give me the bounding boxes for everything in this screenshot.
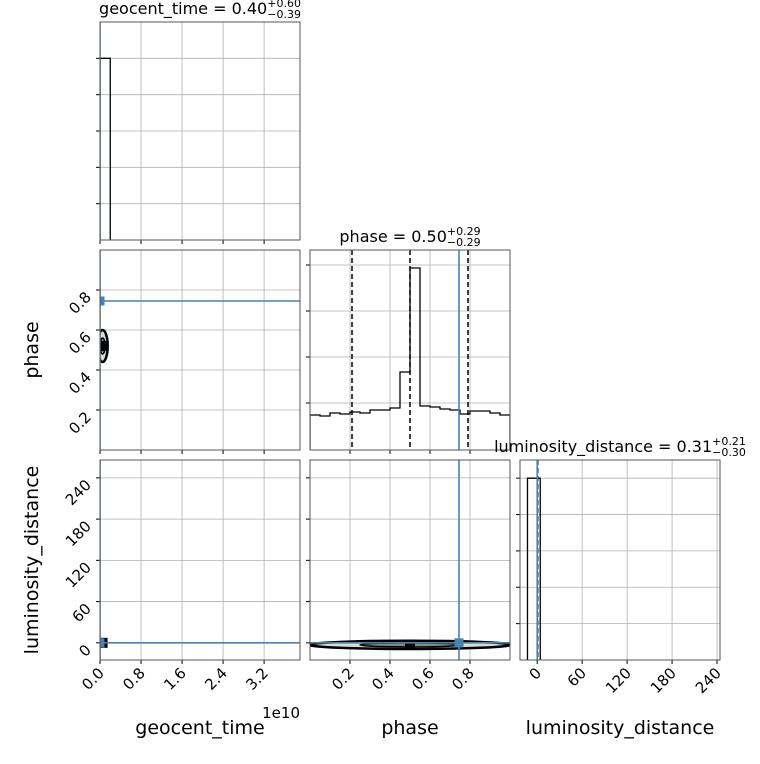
hist-bar (340, 414, 350, 450)
y-tick-label: 0.8 (65, 288, 95, 318)
panel-title: geocent_time = 0.40+0.60 −0.39 (99, 0, 301, 21)
hist-outline (100, 57, 111, 240)
x-tick-label: 0 (526, 664, 545, 683)
plot-area (526, 460, 541, 660)
panel-frame (99, 459, 301, 661)
hist-bar (330, 413, 340, 450)
panel-frame (309, 459, 511, 661)
panel: 0.0 0.8 1.6 2.4 3.2 0 60 120 180 240 (62, 459, 301, 694)
hist-outline (310, 267, 510, 450)
x-tick-label: 1.6 (160, 664, 190, 694)
title-sub: −0.29 (447, 236, 481, 249)
y-tick-label: 180 (62, 517, 95, 550)
hist-bar (430, 407, 440, 450)
hist-bar (470, 411, 480, 450)
hist-bar (390, 408, 400, 450)
y-tick-label: 60 (69, 600, 95, 626)
x-tick-label: 120 (602, 664, 635, 697)
x-tick-label: 0.8 (448, 664, 478, 694)
hist-bar (360, 413, 370, 450)
panel-frame (309, 249, 511, 451)
density-peak (100, 341, 108, 351)
hist-bar (370, 410, 380, 450)
y-tick-label: 0 (75, 641, 94, 660)
hist-bar (400, 372, 410, 450)
title-main: geocent_time = 0.40 (99, 0, 267, 19)
truth-marker (100, 296, 105, 306)
title-main: luminosity_distance = 0.31 (494, 437, 712, 457)
x-tick-label: 0.2 (328, 664, 358, 694)
y-tick-label: 0.2 (65, 408, 95, 438)
x-axis-label: phase (381, 717, 438, 739)
y-axis-label: luminosity_distance (21, 466, 43, 655)
y-tick-label: 120 (62, 558, 95, 591)
x-tick-label: 60 (564, 664, 590, 690)
x-tick-label: 0.8 (119, 664, 149, 694)
panel-frame (99, 21, 301, 241)
hist-bar (380, 410, 390, 450)
panel (306, 249, 511, 454)
hist-bar (440, 409, 450, 450)
truth-marker (100, 638, 105, 648)
panel-frame (99, 249, 301, 451)
hist-bar (410, 268, 420, 450)
title-sup: +0.21 (712, 435, 746, 448)
y-axis-label: phase (21, 321, 43, 378)
y-tick-label: 0.6 (65, 328, 95, 358)
panel: 0 60 120 180 240 (516, 459, 725, 697)
truth-marker (454, 638, 464, 648)
title-main: phase = 0.50 (339, 227, 446, 246)
title-sub: −0.39 (267, 8, 301, 21)
title-sub: −0.30 (712, 446, 746, 459)
panel: 0.2 0.4 0.6 0.8 (65, 249, 301, 454)
hist-bar (480, 411, 490, 450)
plot-area (100, 460, 300, 660)
x-tick-label: 180 (647, 664, 680, 697)
hist-bar (100, 58, 110, 240)
hist-bar (320, 416, 330, 450)
x-axis-label: geocent_time (135, 717, 264, 739)
title-sup: +0.29 (447, 225, 481, 238)
x-tick-label: 0.0 (78, 664, 108, 694)
panel: 0.2 0.4 0.6 0.8 (306, 459, 511, 694)
y-tick-label: 240 (62, 476, 95, 509)
hist-bar (310, 415, 320, 450)
hist-outline (526, 477, 541, 660)
y-tick-label: 0.4 (65, 368, 95, 398)
panel-title: phase = 0.50+0.29 −0.29 (339, 225, 480, 249)
x-tick-label: 240 (692, 664, 725, 697)
panel-frame (519, 459, 721, 661)
x-tick-label: 0.6 (408, 664, 438, 694)
panel (96, 21, 301, 244)
density-peak (405, 639, 415, 650)
plot-area (100, 22, 111, 240)
panel-title: luminosity_distance = 0.31+0.21 −0.30 (494, 435, 746, 459)
title-sup: +0.60 (267, 0, 301, 10)
plot-area (100, 250, 300, 450)
offset-text: 1e10 (262, 704, 300, 722)
hist-bar (420, 406, 430, 450)
x-axis-label: luminosity_distance (526, 717, 715, 739)
x-tick-label: 3.2 (242, 664, 272, 694)
x-tick-label: 2.4 (201, 664, 231, 694)
plot-area (310, 250, 510, 450)
x-tick-label: 0.4 (368, 664, 398, 694)
plot-area (310, 460, 510, 660)
